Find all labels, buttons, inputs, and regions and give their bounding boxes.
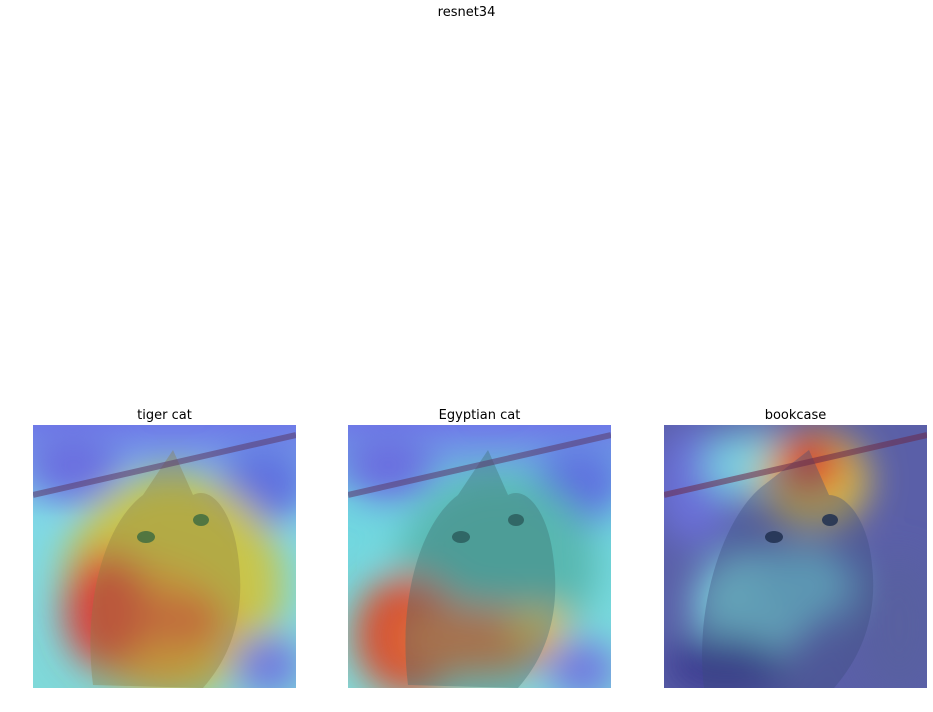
figure-title: resnet34: [437, 5, 496, 20]
panel-title-egyptian-cat: Egyptian cat: [438, 408, 521, 423]
heatmap-egyptian-cat: [348, 425, 611, 688]
heatmap-bookcase: [664, 425, 927, 688]
heatmap-tiger-cat: [33, 425, 296, 688]
panel-title-bookcase: bookcase: [764, 408, 827, 423]
panel-title-tiger-cat: tiger cat: [137, 408, 192, 423]
